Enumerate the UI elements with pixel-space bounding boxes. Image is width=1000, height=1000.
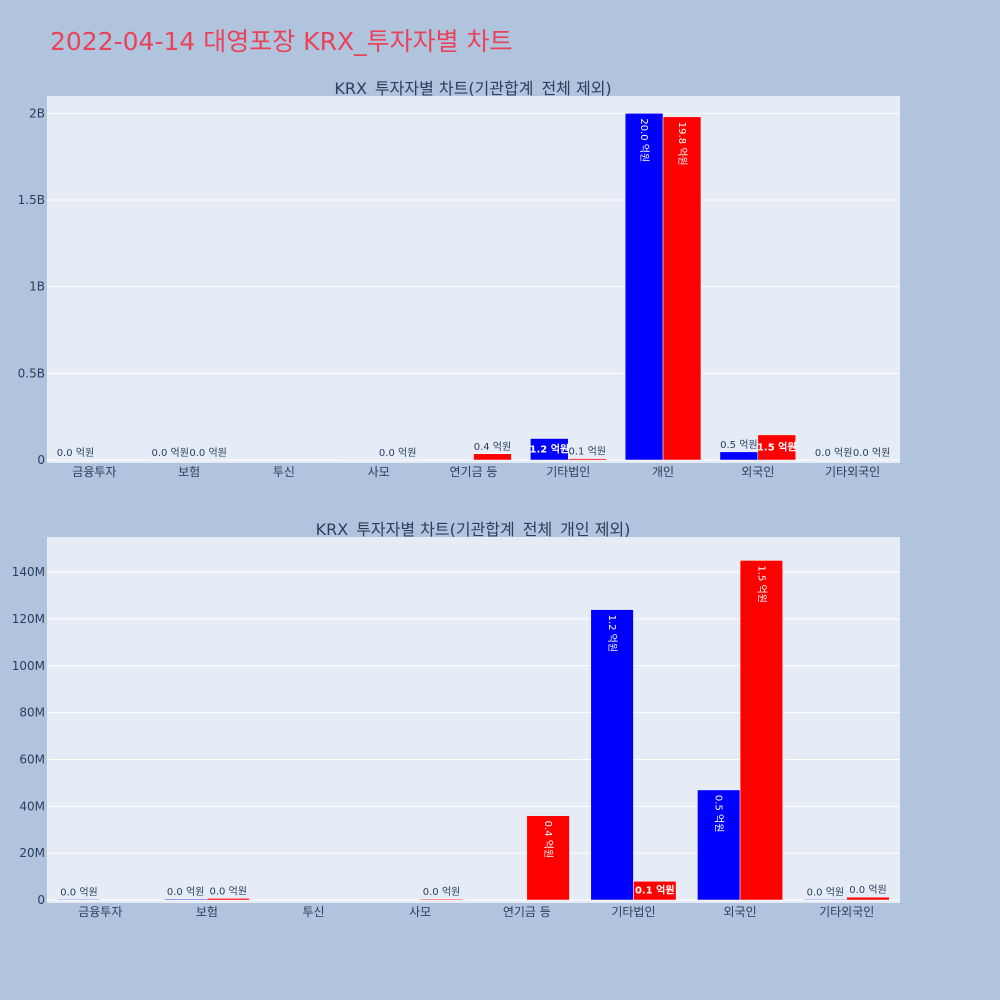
y-tick-label: 20M <box>19 846 45 860</box>
bar-data-label: 0.0 억원 <box>379 447 416 459</box>
bar-data-label: 0.5 억원 <box>713 795 725 832</box>
page-title: 2022-04-14 대영포장 KRX_투자자별 차트 <box>50 27 513 56</box>
bar-data-label: 0.5 억원 <box>720 439 757 451</box>
x-tick-label: 투신 <box>273 465 295 479</box>
bar-data-label: 1.2 억원 <box>606 615 618 652</box>
bar <box>164 898 208 901</box>
bar-data-label: 0.4 억원 <box>474 441 511 453</box>
bar <box>757 434 796 461</box>
bar-data-label: 0.0 억원 <box>853 447 890 459</box>
chart-bottom-bars <box>57 560 890 901</box>
bar <box>590 609 634 901</box>
bar <box>633 881 677 901</box>
bar-data-label: 1.2 억원 <box>530 442 570 455</box>
x-tick-label: 사모 <box>368 465 390 479</box>
bar-data-label: 1.5 억원 <box>757 440 797 453</box>
x-tick-label: 금융투자 <box>78 905 122 919</box>
y-tick-label: 1.5B <box>18 193 45 207</box>
bar <box>206 898 250 901</box>
y-tick-label: 2B <box>29 106 45 120</box>
bar-data-label: 0.0 억원 <box>60 886 97 898</box>
x-tick-label: 보험 <box>178 465 200 479</box>
bar-data-label: 0.0 억원 <box>151 447 188 459</box>
x-tick-label: 기타법인 <box>546 465 590 479</box>
bar-data-label: 0.0 억원 <box>189 447 226 459</box>
y-tick-label: 40M <box>19 799 45 813</box>
bar <box>624 113 664 461</box>
bar <box>57 899 101 901</box>
bar-data-label: 0.0 억원 <box>167 886 204 898</box>
bar-data-label: 0.0 억원 <box>57 447 94 459</box>
chart-bottom-y-axis: 0 20M 40M 60M 80M 100M 120M 140M <box>12 565 45 907</box>
bar-data-label: 0.1 억원 <box>568 446 605 458</box>
chart-bottom-x-axis: 금융투자 보험 투신 사모 연기금 등 기타법인 외국인 기타외국인 <box>78 905 874 919</box>
x-tick-label: 투신 <box>303 905 325 919</box>
bar <box>803 899 847 901</box>
bar-data-label: 0.0 억원 <box>210 885 247 897</box>
x-tick-label: 보험 <box>196 905 218 919</box>
y-tick-label: 0.5B <box>18 366 45 380</box>
x-tick-label: 사모 <box>409 905 431 919</box>
bar <box>473 453 512 461</box>
bar-data-label: 0.0 억원 <box>423 886 460 898</box>
chart-top-y-axis: 0 0.5B 1B 1.5B 2B <box>18 106 45 467</box>
chart-top: KRX_투자자별 차트(기관합계_전체 제외) 0 0.5B 1B 1.5B 2B 금융… <box>18 79 900 479</box>
chart-top-x-axis: 금융투자 보험 투신 사모 연기금 등 기타법인 개인 외국인 기타외국인 <box>72 465 880 479</box>
bar-data-label: 1.5 억원 <box>755 565 767 602</box>
y-tick-label: 60M <box>19 752 45 766</box>
bar-data-label: 0.0 억원 <box>849 884 886 896</box>
bar <box>697 789 741 901</box>
bar-data-label: 0.4 억원 <box>542 821 554 858</box>
chart-bottom-data-labels: 0.0 억원 0.0 억원 1.2 억원 0.5 억원 0.0 억원 0.0 억원 0.0 … <box>60 565 887 898</box>
x-tick-label: 기타법인 <box>611 905 655 919</box>
chart-top-bars <box>56 113 891 461</box>
bar <box>568 458 607 461</box>
y-tick-label: 0 <box>37 893 45 907</box>
bar-data-label: 20.0 억원 <box>638 118 650 162</box>
y-tick-label: 0 <box>37 453 45 467</box>
x-tick-label: 개인 <box>652 465 674 479</box>
bar <box>526 815 570 901</box>
chart-top-plot-area <box>47 96 900 463</box>
bar-data-label: 0.0 억원 <box>815 447 852 459</box>
bar <box>739 560 783 901</box>
bar-data-label: 0.1 억원 <box>635 884 675 897</box>
x-tick-label: 금융투자 <box>72 465 116 479</box>
bar-data-label: 19.8 억원 <box>676 122 688 166</box>
x-tick-label: 연기금 등 <box>450 465 498 479</box>
y-tick-label: 1B <box>29 280 45 294</box>
x-tick-label: 외국인 <box>724 905 757 919</box>
chart-bottom-title: KRX_투자자별 차트(기관합계_전체_개인 제외) <box>316 520 631 540</box>
bar <box>662 116 702 461</box>
x-tick-label: 외국인 <box>741 465 774 479</box>
y-tick-label: 80M <box>19 706 45 720</box>
chart-top-title: KRX_투자자별 차트(기관합계_전체 제외) <box>334 79 611 99</box>
y-tick-label: 140M <box>12 565 45 579</box>
x-tick-label: 기타외국인 <box>819 905 874 919</box>
bar <box>846 896 890 901</box>
bar <box>530 438 569 461</box>
bar-data-label: 0.0 억원 <box>807 886 844 898</box>
chart-bottom: KRX_투자자별 차트(기관합계_전체_개인 제외) 0 20M 40M 60M 80M… <box>12 520 900 919</box>
bar <box>719 451 759 461</box>
x-tick-label: 기타외국인 <box>825 465 880 479</box>
y-tick-label: 100M <box>12 659 45 673</box>
y-tick-label: 120M <box>12 612 45 626</box>
bar <box>419 898 464 901</box>
x-tick-label: 연기금 등 <box>503 905 551 919</box>
